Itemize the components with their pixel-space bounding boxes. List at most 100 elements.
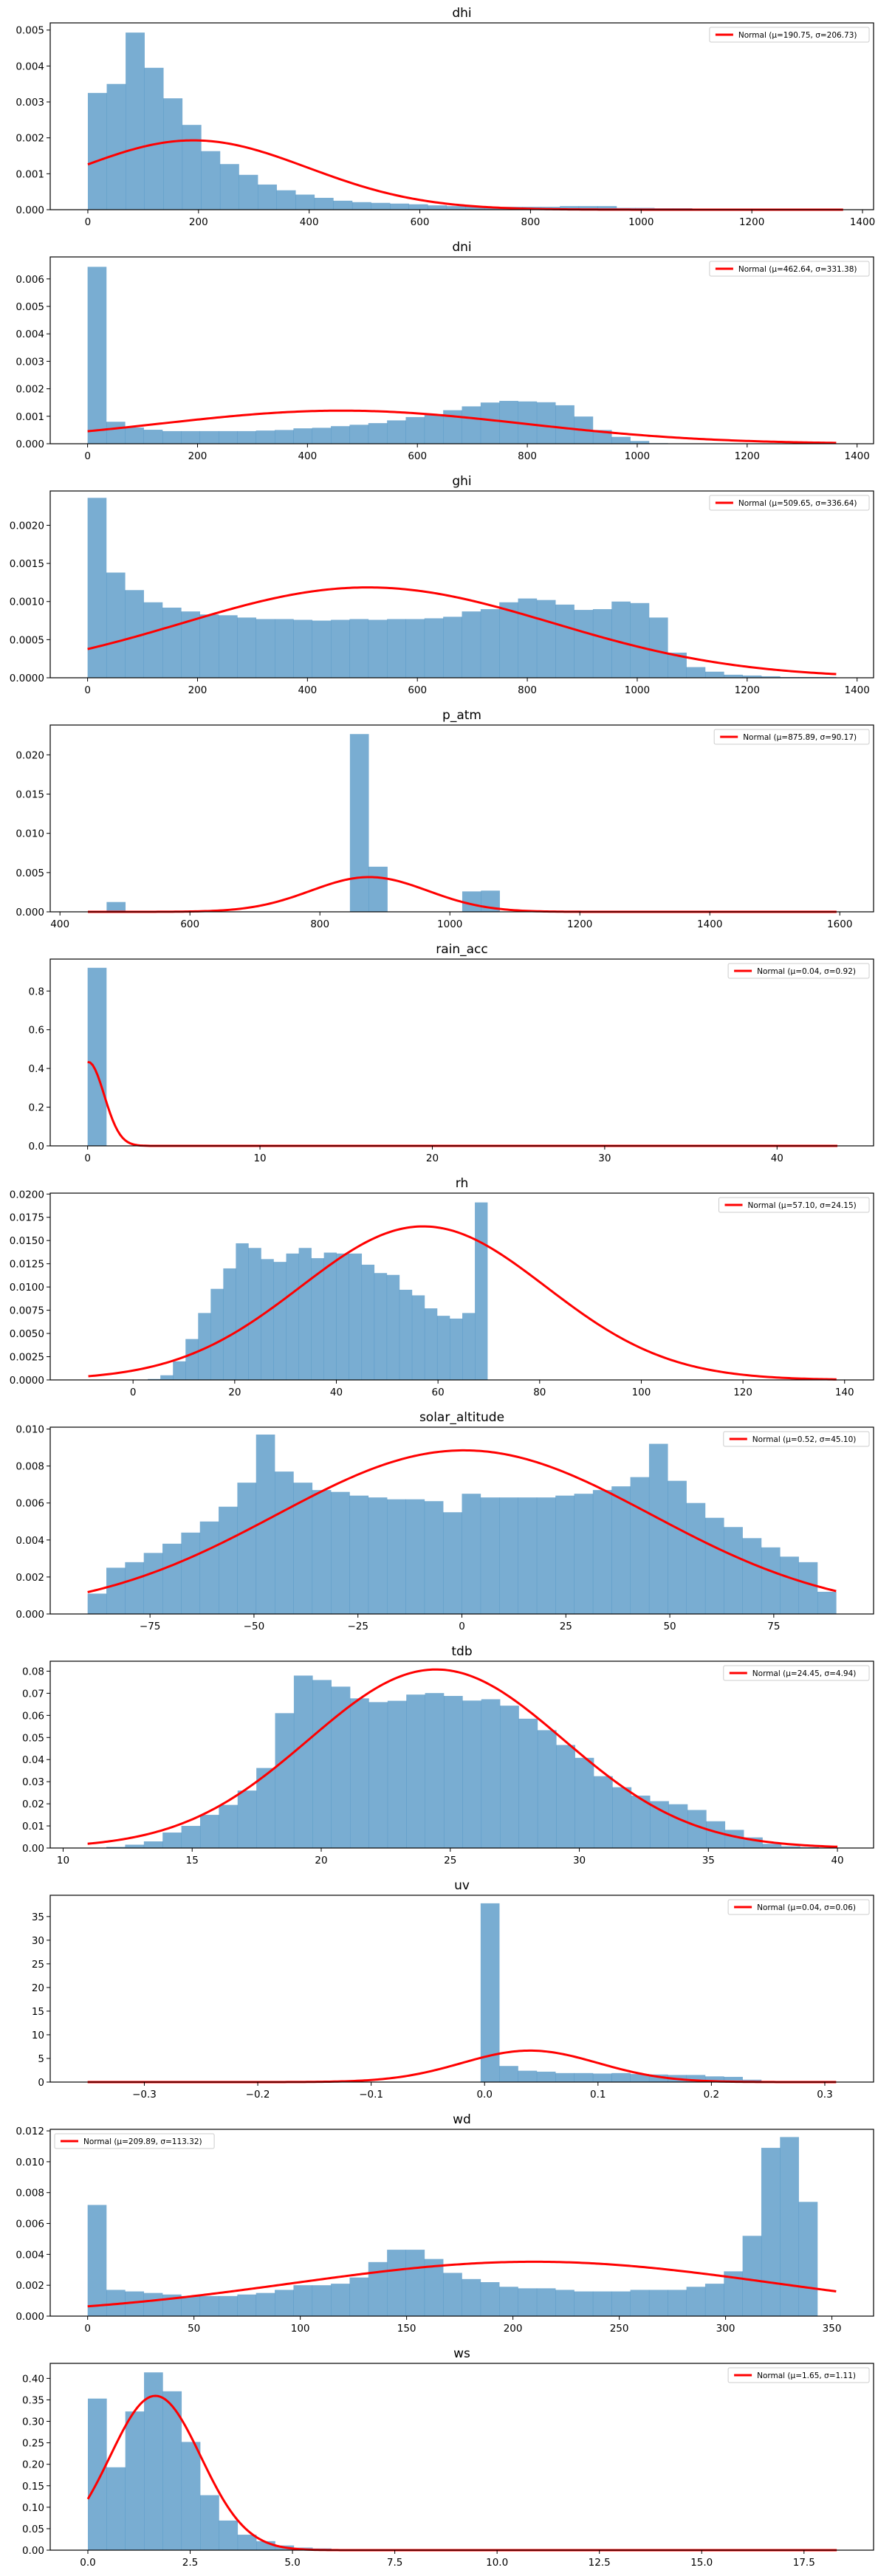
histogram-bar xyxy=(499,1497,518,1614)
x-tick-label: 150 xyxy=(397,2323,416,2335)
histogram-bar xyxy=(144,2372,163,2550)
legend-label: Normal (μ=0.04, σ=0.06) xyxy=(757,1903,856,1912)
legend-label: Normal (μ=875.89, σ=90.17) xyxy=(743,733,857,742)
x-tick-label: 1400 xyxy=(844,684,869,696)
histogram-bar xyxy=(405,2250,425,2316)
x-tick-label: 0 xyxy=(84,450,91,462)
x-tick-label: 1000 xyxy=(437,918,462,930)
x-tick-label: 40 xyxy=(771,1153,783,1164)
histogram-bar xyxy=(536,1497,556,1614)
histogram-bar xyxy=(387,2250,406,2316)
axes-frame xyxy=(49,2129,874,2317)
subplot-title: solar_altitude xyxy=(419,1410,504,1425)
histogram-bar xyxy=(181,430,200,444)
y-tick-label: 0.006 xyxy=(16,1498,44,1510)
y-tick-label: 0.002 xyxy=(16,133,44,145)
histogram-bar xyxy=(742,675,762,678)
x-tick-label: 0 xyxy=(85,216,92,228)
subplot-dni: dni 0 200 400 600 800 1000 1200 1400 0.000 0.001 0.… xyxy=(16,240,874,462)
x-tick-label: −0.3 xyxy=(132,2089,157,2101)
x-tick-label: 10 xyxy=(253,1153,266,1164)
y-tick-label: 0.006 xyxy=(16,274,44,286)
histogram-bar xyxy=(443,1696,463,1848)
y-tick-label: 0.01 xyxy=(22,1821,44,1833)
histogram-bar xyxy=(351,202,371,210)
histogram-bar xyxy=(611,1486,631,1614)
histogram-bar xyxy=(611,436,631,444)
histogram-bar xyxy=(336,1253,350,1380)
histogram-bar xyxy=(724,2076,743,2082)
histogram-bar xyxy=(798,2202,818,2316)
histogram-bar xyxy=(199,614,219,678)
y-tick-label: 0.04 xyxy=(22,1754,44,1766)
histogram-bar xyxy=(248,1248,261,1380)
axes-frame xyxy=(49,490,874,679)
histogram-bar xyxy=(574,610,594,678)
y-tick-label: 0.010 xyxy=(16,828,44,840)
subplot-title: dni xyxy=(452,240,471,255)
histogram-bar xyxy=(275,430,294,444)
histogram-bars xyxy=(106,1675,838,1848)
histogram-bar xyxy=(125,1844,145,1848)
histogram-bar xyxy=(761,676,781,678)
histogram-bars xyxy=(87,2372,351,2550)
histogram-bar xyxy=(742,2236,762,2316)
histogram-bar xyxy=(361,1264,375,1380)
histogram-bars xyxy=(480,1903,781,2082)
histogram-bar xyxy=(349,425,369,444)
histogram-bar xyxy=(298,1248,312,1380)
x-tick-label: 15.0 xyxy=(690,2557,713,2569)
histogram-bar xyxy=(293,1675,313,1848)
histogram-bar xyxy=(106,572,126,678)
histogram-bar xyxy=(555,604,575,678)
histogram-bar xyxy=(686,2287,706,2316)
y-tick-label: 0.10 xyxy=(22,2502,44,2514)
histogram-bar xyxy=(162,430,182,444)
histogram-bar xyxy=(704,2076,724,2082)
histogram-bar xyxy=(181,1826,201,1848)
histogram-bar xyxy=(592,430,612,444)
histogram-bar xyxy=(428,205,447,210)
histogram-bar xyxy=(480,2282,500,2316)
histogram-bar xyxy=(275,1471,294,1614)
histogram-bar xyxy=(160,1375,174,1380)
y-tick-label: 0.0025 xyxy=(10,1352,44,1364)
legend-label: Normal (μ=509.65, σ=336.64) xyxy=(738,499,857,508)
histogram-bar xyxy=(312,2285,332,2316)
histogram-bar xyxy=(630,1477,650,1614)
normal-fit-curve xyxy=(87,1060,837,1147)
histogram-bar xyxy=(480,1497,500,1614)
x-tick-label: 25 xyxy=(560,1621,572,1632)
histogram-bar xyxy=(648,2074,668,2082)
x-tick-label: 1200 xyxy=(567,918,592,930)
axes-frame xyxy=(49,1895,874,2083)
y-tick-label: 0.0050 xyxy=(10,1328,44,1340)
normal-fit-curve xyxy=(87,1668,838,1848)
x-tick-label: 400 xyxy=(298,684,317,696)
histogram-bar xyxy=(704,671,724,678)
y-tick-label: 0.005 xyxy=(16,25,44,37)
histogram-bar xyxy=(219,2295,238,2316)
histogram-bar xyxy=(648,617,668,678)
y-tick-label: 0.000 xyxy=(16,907,44,918)
legend-label: Normal (μ=209.89, σ=113.32) xyxy=(83,2137,202,2146)
axes-frame xyxy=(49,1192,874,1381)
histogram-bar xyxy=(199,2295,219,2316)
y-tick-label: 0.08 xyxy=(22,1666,44,1677)
histogram-bar xyxy=(781,1846,800,1848)
normal-fit-curve xyxy=(87,2260,837,2308)
normal-fit-curve xyxy=(87,586,837,676)
histogram-bar xyxy=(106,901,126,912)
subplot-title: uv xyxy=(454,1878,470,1893)
histogram-bar xyxy=(173,1361,186,1380)
histogram-bar xyxy=(575,1757,594,1848)
histogram-bar xyxy=(465,206,485,210)
y-tick-label: 10 xyxy=(32,2030,44,2041)
histogram-bar xyxy=(87,2205,107,2316)
histogram-bar xyxy=(574,2291,594,2316)
histogram-bar xyxy=(237,1483,257,1614)
y-tick-label: 0.0100 xyxy=(10,1282,44,1294)
histogram-bar xyxy=(237,2535,257,2550)
histogram-bar xyxy=(125,1562,145,1614)
y-tick-label: 0.003 xyxy=(16,356,44,368)
